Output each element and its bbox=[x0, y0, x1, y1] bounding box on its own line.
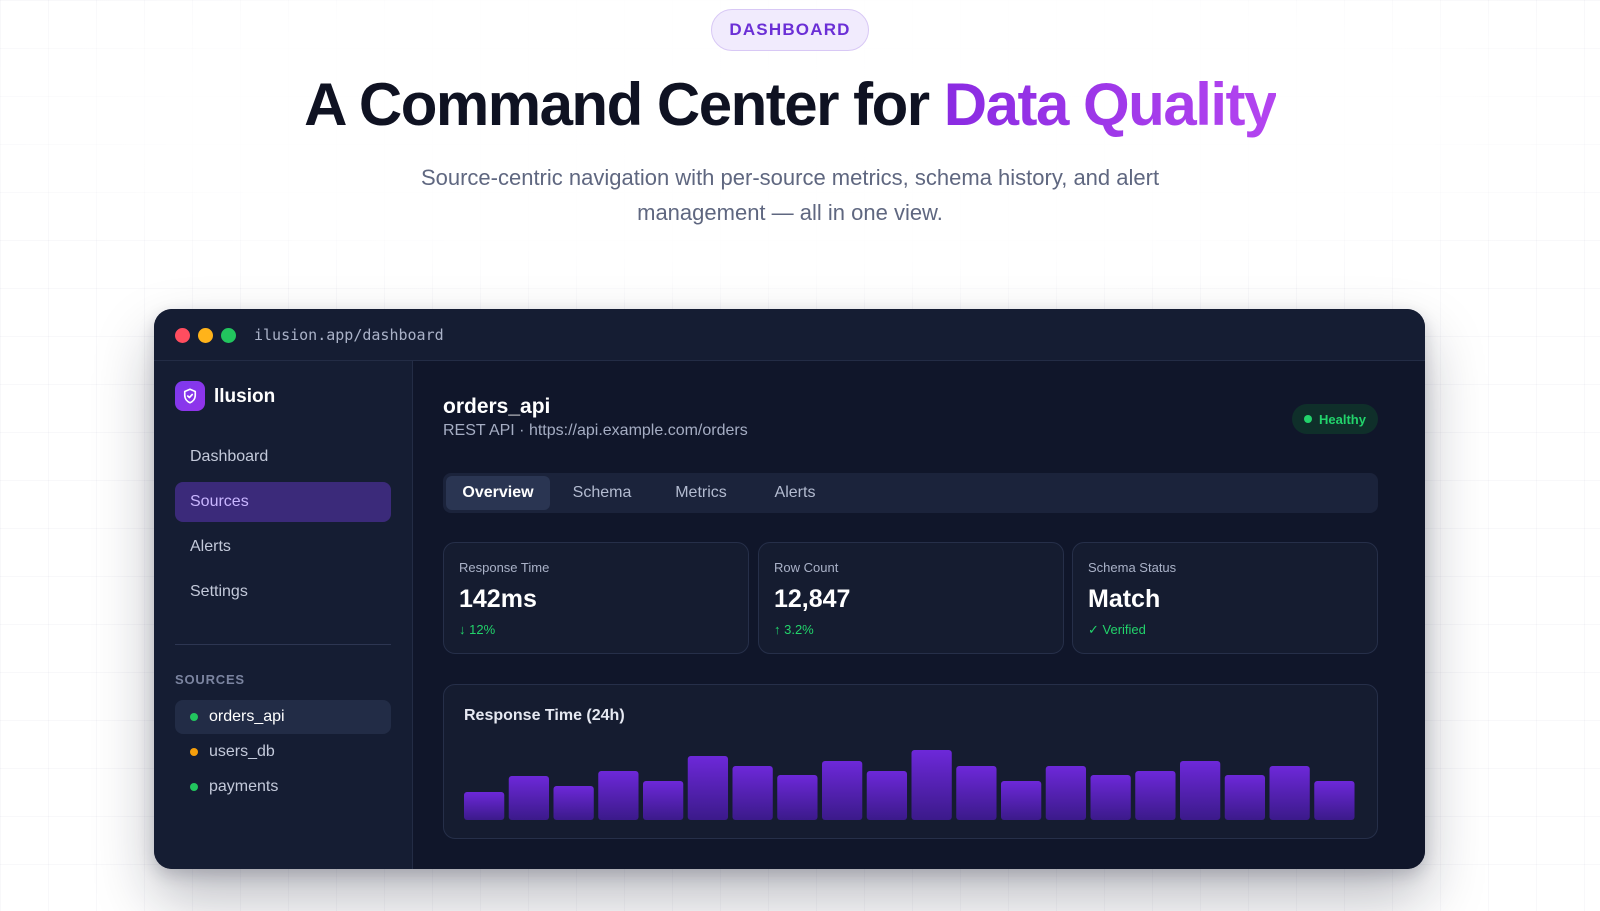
hero-subtitle: Source-centric navigation with per-sourc… bbox=[420, 165, 1160, 225]
address-url: ilusion.app/dashboard bbox=[254, 326, 444, 344]
section-badge: DASHBOARD bbox=[711, 9, 869, 51]
chart-bar bbox=[508, 776, 550, 820]
status-dot-icon bbox=[190, 783, 198, 791]
metric-card-schema-status: Schema Status Match ✓ Verified bbox=[1072, 542, 1378, 654]
hero-title-main: A Command Center for bbox=[304, 71, 944, 138]
brand-name: llusion bbox=[214, 386, 276, 407]
status-dot-icon bbox=[190, 748, 198, 756]
close-window-dot[interactable] bbox=[175, 328, 190, 343]
chart-bar bbox=[732, 766, 773, 820]
sidebar-item-settings[interactable]: Settings bbox=[175, 572, 391, 612]
tab-overview[interactable]: Overview bbox=[446, 476, 550, 510]
metric-value: Match bbox=[1088, 585, 1161, 613]
sidebar-item-alerts[interactable]: Alerts bbox=[175, 527, 391, 567]
hero-title-accent: Data Quality bbox=[943, 71, 1278, 138]
chart-bar bbox=[643, 781, 684, 820]
sidebar-divider bbox=[175, 644, 391, 645]
app-window: ilusion.app/dashboard llusion Dashboard … bbox=[154, 309, 1425, 869]
minimize-window-dot[interactable] bbox=[198, 328, 213, 343]
chart-bar bbox=[1224, 775, 1266, 820]
tab-alerts[interactable]: Alerts bbox=[774, 484, 816, 501]
sources-section-label: SOURCES bbox=[175, 672, 245, 687]
status-dot-icon bbox=[1304, 415, 1313, 423]
chart-bar bbox=[777, 775, 818, 820]
chart-bar bbox=[956, 766, 997, 820]
chart-bar bbox=[1001, 781, 1042, 820]
chart-bar bbox=[866, 771, 908, 820]
chart-bar bbox=[1045, 766, 1087, 820]
metric-delta: ↑ 3.2% bbox=[774, 622, 814, 637]
metric-label: Response Time bbox=[459, 560, 550, 575]
status-dot-icon bbox=[190, 713, 198, 721]
metric-value: 142ms bbox=[459, 585, 537, 613]
sidebar-item-label: Alerts bbox=[190, 538, 231, 555]
source-item-users-db[interactable]: users_db bbox=[175, 735, 391, 769]
metric-label: Schema Status bbox=[1088, 560, 1177, 575]
tab-bar: Overview Schema Metrics Alerts bbox=[443, 473, 1378, 513]
chart-bar bbox=[1135, 771, 1176, 820]
tab-schema[interactable]: Schema bbox=[572, 484, 632, 501]
tab-metrics[interactable]: Metrics bbox=[675, 484, 727, 501]
source-subtitle: REST API · https://api.example.com/order… bbox=[443, 422, 748, 439]
sidebar-item-label: Sources bbox=[190, 493, 249, 510]
response-time-bar-chart bbox=[464, 750, 1355, 820]
source-name: payments bbox=[209, 778, 279, 795]
sidebar-item-label: Settings bbox=[190, 583, 248, 600]
chart-bar bbox=[822, 761, 863, 820]
response-time-chart-card: Response Time (24h) bbox=[443, 684, 1378, 839]
source-name: orders_api bbox=[209, 708, 285, 725]
metric-card-response-time: Response Time 142ms ↓ 12% bbox=[443, 542, 749, 654]
chart-bar bbox=[911, 750, 952, 820]
sidebar-item-dashboard[interactable]: Dashboard bbox=[175, 437, 391, 477]
metric-delta: ✓ Verified bbox=[1088, 622, 1146, 637]
metric-label: Row Count bbox=[774, 560, 839, 575]
source-name: users_db bbox=[209, 743, 275, 760]
chart-bar bbox=[464, 792, 505, 820]
sidebar-item-label: Dashboard bbox=[190, 448, 269, 465]
chart-title: Response Time (24h) bbox=[464, 707, 625, 724]
chart-bar bbox=[553, 786, 594, 820]
shield-check-icon bbox=[175, 381, 205, 411]
chart-bar bbox=[687, 756, 729, 820]
chart-bar bbox=[598, 771, 639, 820]
source-title: orders_api bbox=[443, 395, 551, 418]
main-content: orders_api REST API · https://api.exampl… bbox=[414, 361, 1425, 869]
chart-bar bbox=[1090, 775, 1131, 820]
sidebar-item-sources[interactable]: Sources bbox=[175, 482, 391, 522]
metric-card-row-count: Row Count 12,847 ↑ 3.2% bbox=[758, 542, 1064, 654]
sidebar: llusion Dashboard Sources Alerts Setting… bbox=[154, 361, 413, 869]
window-titlebar: ilusion.app/dashboard bbox=[154, 309, 1425, 361]
metric-delta: ↓ 12% bbox=[459, 622, 496, 637]
chart-bar bbox=[1314, 781, 1355, 820]
chart-bar bbox=[1269, 766, 1310, 820]
chart-bar bbox=[1180, 761, 1221, 820]
source-item-orders-api[interactable]: orders_api bbox=[175, 700, 391, 734]
source-item-payments[interactable]: payments bbox=[175, 770, 391, 804]
status-badge: Healthy bbox=[1292, 404, 1378, 434]
maximize-window-dot[interactable] bbox=[221, 328, 236, 343]
status-badge-label: Healthy bbox=[1319, 411, 1366, 427]
metric-value: 12,847 bbox=[774, 585, 851, 613]
hero-title: A Command Center for Data Quality bbox=[0, 70, 1580, 139]
